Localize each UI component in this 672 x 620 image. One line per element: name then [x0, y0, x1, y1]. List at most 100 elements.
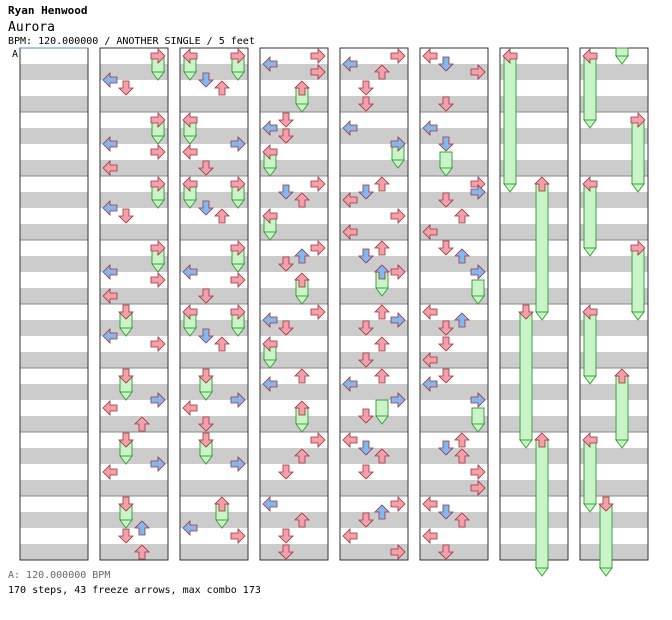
song-title: Aurora — [8, 20, 55, 35]
step-arrow-down — [278, 464, 294, 480]
step-arrow-right — [390, 312, 406, 328]
beat-stripe — [580, 288, 648, 304]
freeze-arrow-tail — [183, 135, 197, 145]
beat-stripe — [180, 160, 248, 176]
step-arrow-left — [102, 400, 118, 416]
beat-stripe — [420, 384, 488, 400]
beat-stripe — [180, 224, 248, 240]
step-arrow-left — [262, 208, 278, 224]
step-arrow-up — [294, 80, 310, 96]
step-arrow-left — [182, 48, 198, 64]
step-arrow-up — [214, 80, 230, 96]
beat-stripe — [260, 512, 328, 528]
freeze-arrow-body — [583, 55, 597, 121]
beat-stripe — [420, 256, 488, 272]
step-arrow-right — [230, 136, 246, 152]
beat-stripe — [20, 544, 88, 560]
beat-stripe — [340, 256, 408, 272]
beat-stripe — [180, 64, 248, 80]
step-arrow-left — [102, 136, 118, 152]
beat-stripe — [580, 512, 648, 528]
beat-stripe — [420, 160, 488, 176]
chart-column — [579, 47, 649, 561]
step-arrow-right — [470, 464, 486, 480]
step-arrow-right — [150, 240, 166, 256]
step-arrow-down — [278, 320, 294, 336]
step-arrow-down — [598, 496, 614, 512]
step-arrow-down — [198, 72, 214, 88]
freeze-arrow-tail — [231, 327, 245, 337]
freeze-arrow-tail — [535, 567, 549, 577]
beat-stripe — [180, 384, 248, 400]
step-arrow-left — [582, 48, 598, 64]
step-arrow-up — [454, 432, 470, 448]
step-arrow-down — [198, 328, 214, 344]
freeze-arrow-tail — [439, 167, 453, 177]
step-arrow-down — [358, 248, 374, 264]
beat-stripe — [180, 480, 248, 496]
beat-stripe — [340, 512, 408, 528]
step-arrow-down — [278, 184, 294, 200]
step-arrow-up — [374, 504, 390, 520]
freeze-arrow-tail — [295, 423, 309, 433]
step-arrow-left — [102, 328, 118, 344]
step-arrow-up — [214, 336, 230, 352]
step-arrow-left — [182, 264, 198, 280]
step-arrow-down — [358, 352, 374, 368]
freeze-arrow-tail — [183, 199, 197, 209]
beat-stripe — [340, 128, 408, 144]
freeze-arrow-tail — [183, 327, 197, 337]
beat-stripe — [500, 192, 568, 208]
step-arrow-up — [294, 248, 310, 264]
beat-stripe — [500, 384, 568, 400]
step-arrow-down — [118, 368, 134, 384]
beat-stripe — [260, 288, 328, 304]
step-arrow-down — [438, 56, 454, 72]
beat-stripe — [500, 256, 568, 272]
step-arrow-right — [630, 112, 646, 128]
step-arrow-left — [262, 56, 278, 72]
freeze-arrow-tail — [503, 183, 517, 193]
step-arrow-right — [310, 304, 326, 320]
step-arrow-up — [374, 64, 390, 80]
beat-stripe — [500, 96, 568, 112]
beat-stripe — [500, 64, 568, 80]
step-arrow-down — [358, 96, 374, 112]
beat-stripe — [340, 64, 408, 80]
step-arrow-down — [438, 192, 454, 208]
step-arrow-up — [294, 192, 310, 208]
step-arrow-down — [118, 496, 134, 512]
step-arrow-up — [134, 520, 150, 536]
step-arrow-left — [182, 144, 198, 160]
step-arrow-up — [294, 400, 310, 416]
step-arrow-right — [150, 456, 166, 472]
step-arrow-left — [422, 528, 438, 544]
step-arrow-left — [262, 312, 278, 328]
step-arrow-down — [198, 160, 214, 176]
step-arrow-up — [454, 312, 470, 328]
beat-stripe — [180, 128, 248, 144]
step-arrow-left — [182, 400, 198, 416]
beat-stripe — [580, 256, 648, 272]
step-arrow-left — [422, 224, 438, 240]
step-arrow-up — [454, 248, 470, 264]
freeze-arrow-tail — [519, 439, 533, 449]
chart-column — [259, 47, 329, 561]
beat-stripe — [20, 384, 88, 400]
freeze-arrow-tail — [631, 311, 645, 321]
chart-column — [19, 47, 89, 561]
step-arrow-right — [470, 264, 486, 280]
step-arrow-down — [118, 208, 134, 224]
beat-stripe — [420, 416, 488, 432]
step-arrow-left — [102, 264, 118, 280]
beat-stripe — [20, 256, 88, 272]
step-arrow-left — [502, 48, 518, 64]
step-arrow-up — [454, 512, 470, 528]
steps-summary: 170 steps, 43 freeze arrows, max combo 1… — [8, 585, 261, 596]
beat-stripe — [20, 128, 88, 144]
step-arrow-left — [342, 224, 358, 240]
beat-stripe — [420, 480, 488, 496]
freeze-arrow-tail — [199, 455, 213, 465]
freeze-arrow-body — [583, 439, 597, 505]
step-arrow-down — [358, 512, 374, 528]
